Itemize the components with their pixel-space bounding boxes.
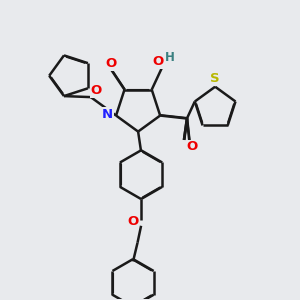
- Text: H: H: [165, 51, 175, 64]
- Text: O: O: [127, 215, 138, 228]
- Text: O: O: [187, 140, 198, 153]
- Text: O: O: [106, 57, 117, 70]
- Text: O: O: [152, 56, 163, 68]
- Text: S: S: [210, 72, 220, 85]
- Text: N: N: [102, 108, 113, 121]
- Text: O: O: [91, 84, 102, 97]
